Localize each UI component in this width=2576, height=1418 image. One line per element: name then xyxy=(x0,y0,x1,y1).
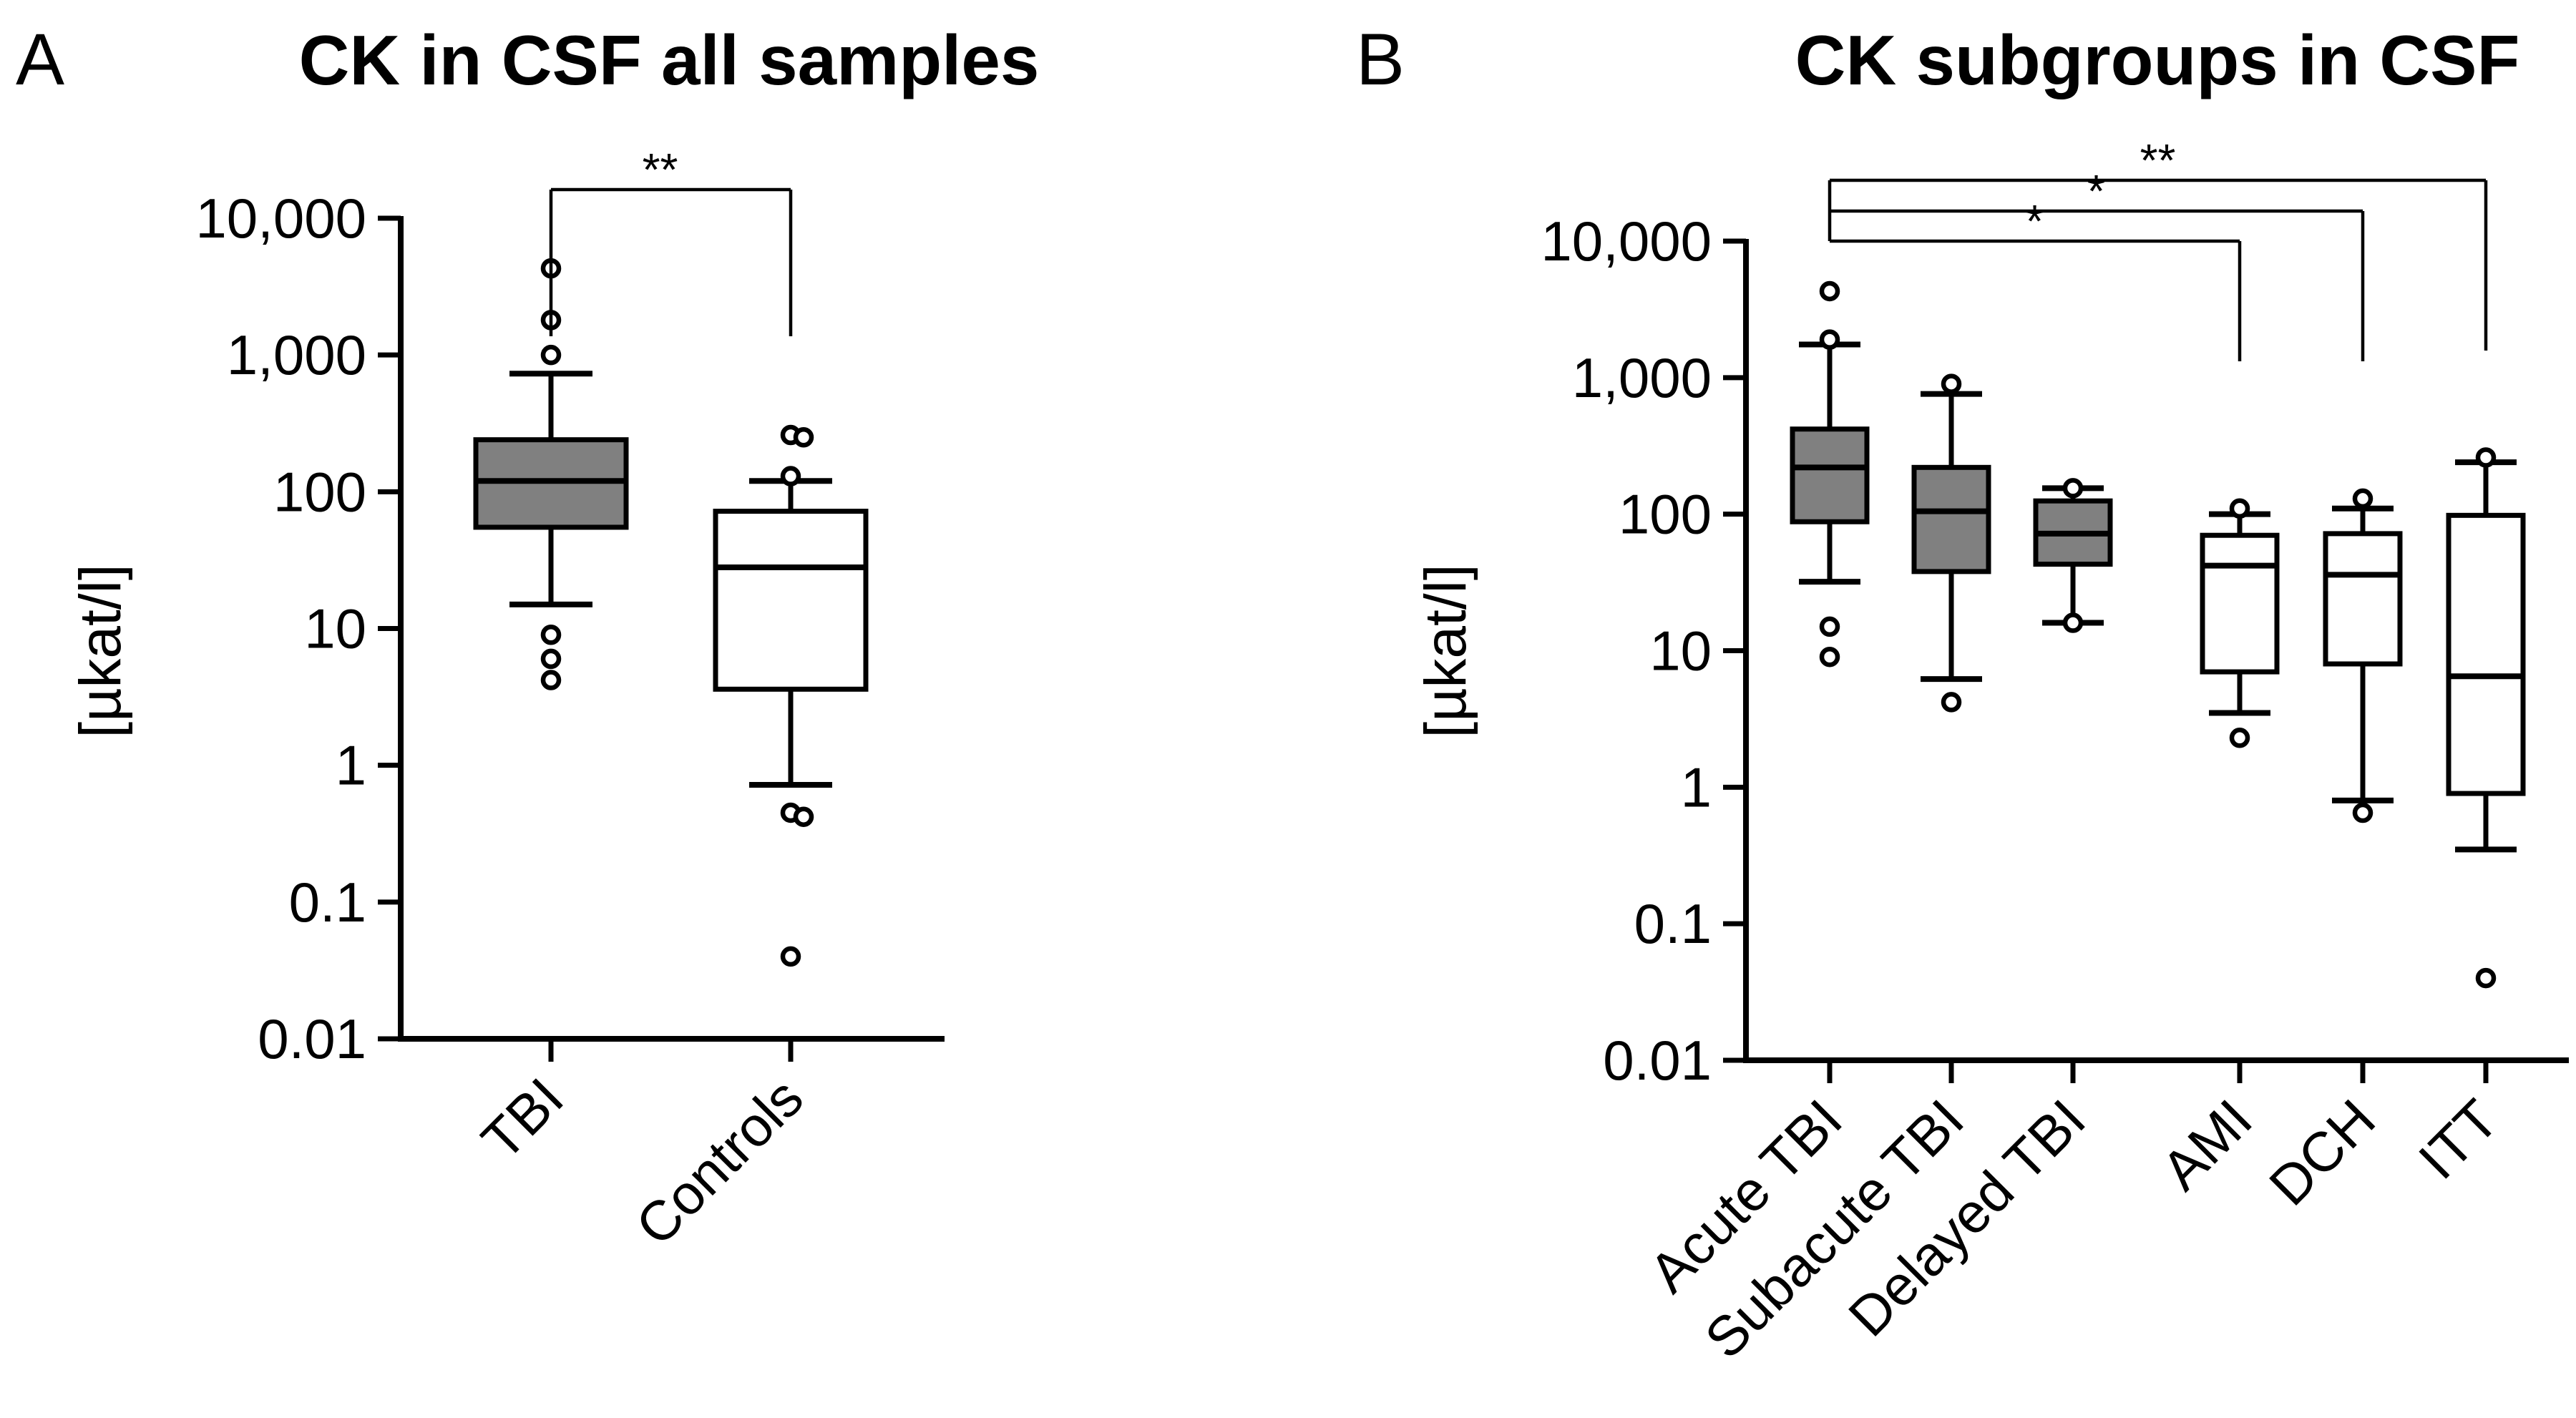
panel-a-y-tick-label: 1 xyxy=(336,734,366,797)
outlier-point xyxy=(2229,498,2250,519)
outlier-point xyxy=(2062,612,2084,633)
panel-b-y-tick-label: 0.1 xyxy=(1634,892,1712,955)
panel-a-y-axis-label: [µkat/l] xyxy=(68,564,133,738)
panel-b-box-delayed-tbi xyxy=(2033,478,2113,633)
outlier-point xyxy=(2352,802,2373,823)
panel-a-y-tick-label: 0.01 xyxy=(258,1007,366,1070)
outlier-point xyxy=(1941,373,1962,394)
panel-a-y-tick-label: 0.1 xyxy=(289,871,366,934)
outlier-point xyxy=(540,624,562,645)
outlier-point xyxy=(1941,692,1962,713)
panel-a-boxes xyxy=(473,258,869,967)
panel-a: A CK in CSF all samples [µkat/l] 0.01 0.1… xyxy=(16,19,1039,1257)
outlier-point xyxy=(780,946,801,967)
panel-b-y-tick-label: 0.01 xyxy=(1603,1029,1712,1092)
outlier-point xyxy=(1819,646,1840,668)
panel-a-significance: ** xyxy=(549,144,793,336)
panel-b: B CK subgroups in CSF [µkat/l] 0.01 0.1 1 1… xyxy=(1356,19,2569,1370)
panel-b-y-tick-label: 100 xyxy=(1619,483,1712,546)
panel-a-axes: 0.01 0.1 1 10 100 1,000 10,000 TBI Controls xyxy=(195,187,945,1257)
panel-a-letter: A xyxy=(16,19,64,100)
panel-b-y-tick-label: 10,000 xyxy=(1541,210,1712,273)
outlier-point xyxy=(780,466,801,486)
panel-b-significance: **** xyxy=(1828,135,2488,361)
panel-b-box-acute-tbi xyxy=(1790,280,1870,668)
panel-b-y-axis-label: [µkat/l] xyxy=(1413,564,1478,738)
panel-b-y-tick-label: 1 xyxy=(1681,756,1712,818)
panel-b-box-dch xyxy=(2323,488,2403,823)
significance-label: ** xyxy=(643,144,678,195)
panel-a-y-tick-label: 100 xyxy=(273,460,366,523)
outlier-point xyxy=(1819,280,1840,302)
outlier-point xyxy=(793,427,814,448)
box-iqr xyxy=(2446,512,2526,796)
outlier-point xyxy=(2352,488,2373,509)
panel-a-y-tick-label: 10,000 xyxy=(195,187,366,250)
outlier-point xyxy=(1819,329,1840,350)
significance-label: * xyxy=(2026,195,2044,247)
panel-a-significance-tbi-vs-controls: ** xyxy=(549,144,793,336)
panel-b-significance-acute-tbi-vs-itt: ** xyxy=(1830,135,2488,351)
box-iqr xyxy=(1911,464,1991,574)
panel-b-box-itt xyxy=(2446,447,2526,989)
outlier-point xyxy=(2475,447,2497,468)
panel-b-category-label-ami: AMI xyxy=(2150,1087,2264,1202)
panel-b-box-subacute-tbi xyxy=(1911,373,1991,713)
outlier-point xyxy=(540,670,562,690)
panel-a-category-label-tbi: TBI xyxy=(469,1066,575,1172)
significance-label: ** xyxy=(2140,135,2176,186)
outlier-point xyxy=(2062,478,2084,499)
outlier-point xyxy=(540,648,562,670)
outlier-point xyxy=(2229,728,2250,748)
panel-a-box-controls xyxy=(713,424,869,967)
outlier-point xyxy=(1819,616,1840,637)
box-iqr xyxy=(2323,531,2403,667)
panel-a-title: CK in CSF all samples xyxy=(299,21,1040,99)
box-iqr xyxy=(2200,532,2280,675)
outlier-point xyxy=(540,344,562,366)
significance-label: * xyxy=(2087,165,2105,217)
outlier-point xyxy=(793,806,814,827)
box-iqr xyxy=(1790,426,1870,524)
panel-a-y-tick-label: 10 xyxy=(304,597,366,660)
panel-b-boxes xyxy=(1790,280,2526,989)
panel-b-y-tick-label: 1,000 xyxy=(1572,346,1712,409)
panel-b-category-label-dch: DCH xyxy=(2257,1087,2387,1218)
panel-b-letter: B xyxy=(1356,19,1405,100)
box-iqr xyxy=(713,509,869,692)
panel-b-y-tick-label: 10 xyxy=(1649,620,1712,683)
panel-b-category-label-itt: ITT xyxy=(2406,1087,2510,1191)
panel-a-y-tick-label: 1,000 xyxy=(227,323,366,386)
outlier-point xyxy=(2475,967,2497,989)
panel-b-box-ami xyxy=(2200,498,2280,748)
panel-b-significance-acute-tbi-vs-dch: * xyxy=(1830,165,2365,361)
panel-a-category-label-controls: Controls xyxy=(623,1066,815,1258)
panel-b-title: CK subgroups in CSF xyxy=(1795,21,2520,99)
panel-b-significance-acute-tbi-vs-ami: * xyxy=(1830,195,2242,361)
